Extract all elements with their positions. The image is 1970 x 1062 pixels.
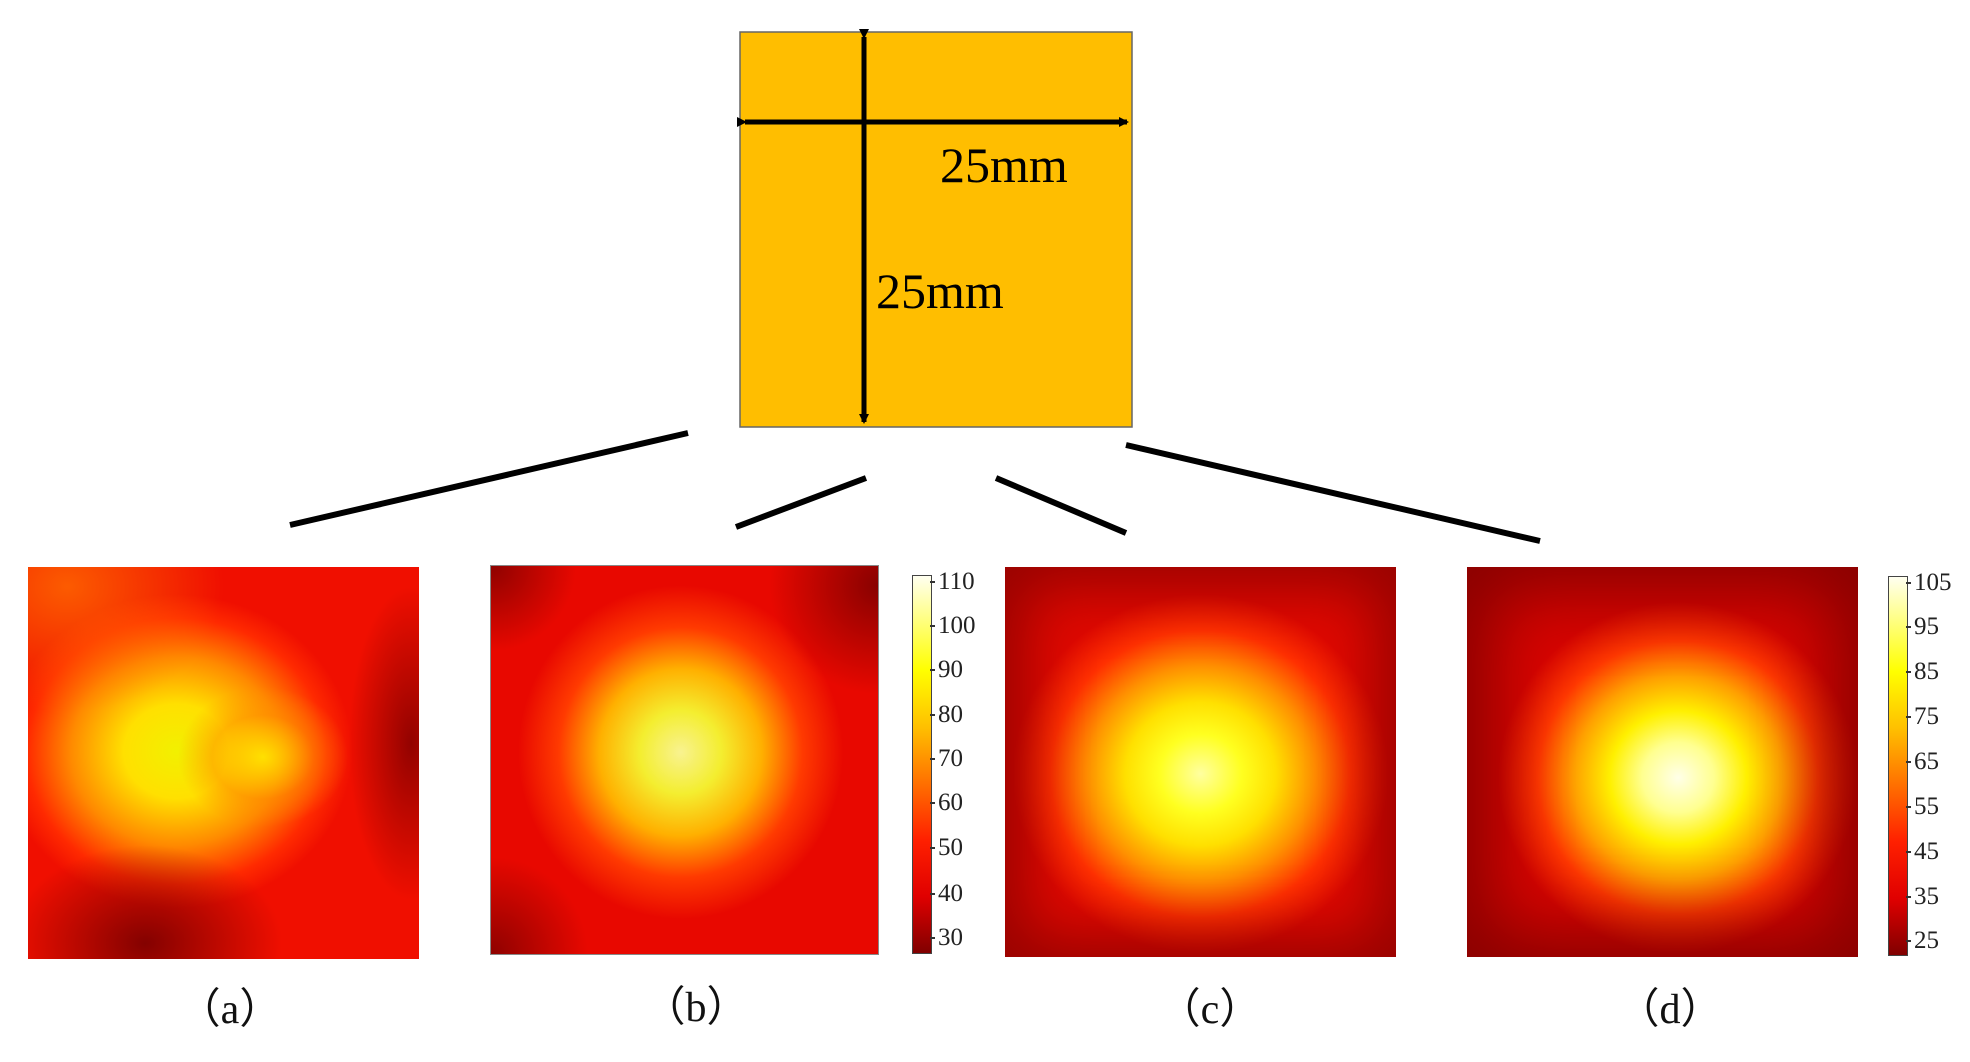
colorbar-1-tickmark [930, 581, 935, 583]
hotspot-secondary [178, 687, 348, 827]
colorbar-2-tick: 25 [1914, 927, 1939, 954]
colorbar-1-tick: 90 [938, 656, 963, 683]
colorbar-2-tick: 105 [1914, 569, 1952, 596]
colorbar-1-tick: 100 [938, 612, 976, 639]
colorbar-1-tickmark [930, 669, 935, 671]
width-label: 25mm [940, 137, 1068, 193]
heatmap-panel-d [1467, 567, 1858, 957]
colorbar-2-tickmark [1906, 582, 1911, 584]
colorbar-2-tick: 45 [1914, 838, 1939, 865]
connector-line-a [289, 430, 689, 528]
panel-c-edge-shade [1005, 567, 1396, 957]
colorbar-1-tickmark [930, 758, 935, 760]
connector-line-c [994, 475, 1128, 536]
colorbar-1-tick: 50 [938, 834, 963, 861]
colorbar-2-tickmark [1906, 851, 1911, 853]
panel-label-d: （d） [1617, 987, 1723, 1033]
colorbar-1-tick: 70 [938, 745, 963, 772]
schematic-svg: 25mm 25mm [289, 29, 1541, 544]
colorbar-1-tick: 40 [938, 880, 963, 907]
colorbar-2 [1888, 576, 1908, 956]
colorbar-1-tick: 80 [938, 701, 963, 728]
panel-label-c: （c） [1158, 987, 1262, 1033]
panel-label-a: （a） [178, 987, 282, 1033]
colorbar-2-tickmark [1906, 671, 1911, 673]
colorbar-1-tickmark [930, 714, 935, 716]
height-label: 25mm [876, 263, 1004, 319]
colorbar-2-tick: 55 [1914, 793, 1939, 820]
colorbar-2-tickmark [1906, 940, 1911, 942]
colorbar-2-tickmark [1906, 716, 1911, 718]
colorbar-1-tickmark [930, 847, 935, 849]
heatmap-panel-c [1005, 567, 1396, 957]
heatmap-panel-a [28, 567, 419, 959]
colorbar-2-ticks: 105 95 85 75 65 55 45 35 25 [1906, 570, 1970, 956]
heatmap-panel-b [490, 565, 879, 955]
colorbar-1-tickmark [930, 802, 935, 804]
colorbar-1-tickmark [930, 625, 935, 627]
colorbar-1-tickmark [930, 937, 935, 939]
colorbar-2-tick: 75 [1914, 703, 1939, 730]
colorbar-1-tickmark [930, 893, 935, 895]
colorbar-2-tickmark [1906, 626, 1911, 628]
plate-square [739, 31, 1133, 428]
panel-label-b: （b） [643, 985, 749, 1031]
colorbar-2-tickmark [1906, 761, 1911, 763]
colorbar-1-ticks: 110 100 90 80 70 60 50 40 30 [930, 569, 1000, 954]
connector-line-b [734, 475, 868, 530]
colorbar-1 [912, 575, 932, 954]
panel-d-edge-shade [1467, 567, 1858, 957]
colorbar-1-tick: 110 [938, 568, 975, 595]
colorbar-2-tickmark [1906, 896, 1911, 898]
colorbar-2-tick: 35 [1914, 883, 1939, 910]
colorbar-2-tick: 95 [1914, 613, 1939, 640]
colorbar-1-tick: 60 [938, 789, 963, 816]
connector-line-d [1125, 442, 1541, 544]
colorbar-1-tick: 30 [938, 924, 963, 951]
colorbar-2-tickmark [1906, 806, 1911, 808]
colorbar-2-tick: 65 [1914, 748, 1939, 775]
colorbar-2-tick: 85 [1914, 658, 1939, 685]
